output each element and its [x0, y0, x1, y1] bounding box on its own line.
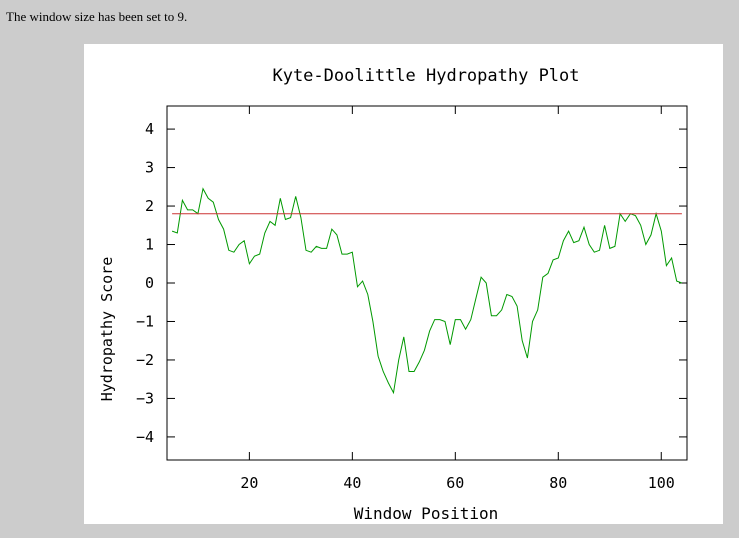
hydropathy-plot-panel: Kyte-Doolittle Hydropathy Plot Hydropath…	[84, 44, 723, 524]
plot-frame	[166, 105, 688, 461]
chart-title: Kyte-Doolittle Hydropathy Plot	[272, 66, 579, 86]
hydropathy-series-line	[171, 187, 683, 395]
y-tick-label: 3	[145, 159, 154, 177]
y-tick-label: −3	[136, 389, 154, 407]
y-axis-label: Hydropathy Score	[98, 257, 116, 402]
y-tick-label: −4	[136, 428, 154, 446]
x-tick-label: 40	[343, 474, 361, 492]
y-tick-label: −1	[136, 312, 154, 330]
y-axis-ticks: −4 −3 −2 −1 0 1 2 3 4	[136, 120, 687, 446]
hydropathy-chart: Kyte-Doolittle Hydropathy Plot Hydropath…	[98, 66, 688, 523]
y-tick-label: −2	[136, 351, 154, 369]
y-tick-label: 2	[145, 197, 154, 215]
status-message: The window size has been set to 9.	[6, 9, 188, 24]
y-tick-label: 0	[145, 274, 154, 292]
x-tick-label: 20	[240, 474, 258, 492]
y-tick-label: 4	[145, 120, 154, 138]
x-axis-label: Window Position	[354, 504, 499, 523]
x-tick-label: 60	[446, 474, 464, 492]
y-tick-label: 1	[145, 236, 154, 254]
x-axis-ticks: 20 40 60 80 100	[240, 106, 675, 492]
x-tick-label: 100	[648, 474, 675, 492]
series-layer	[171, 187, 683, 395]
x-tick-label: 80	[549, 474, 567, 492]
